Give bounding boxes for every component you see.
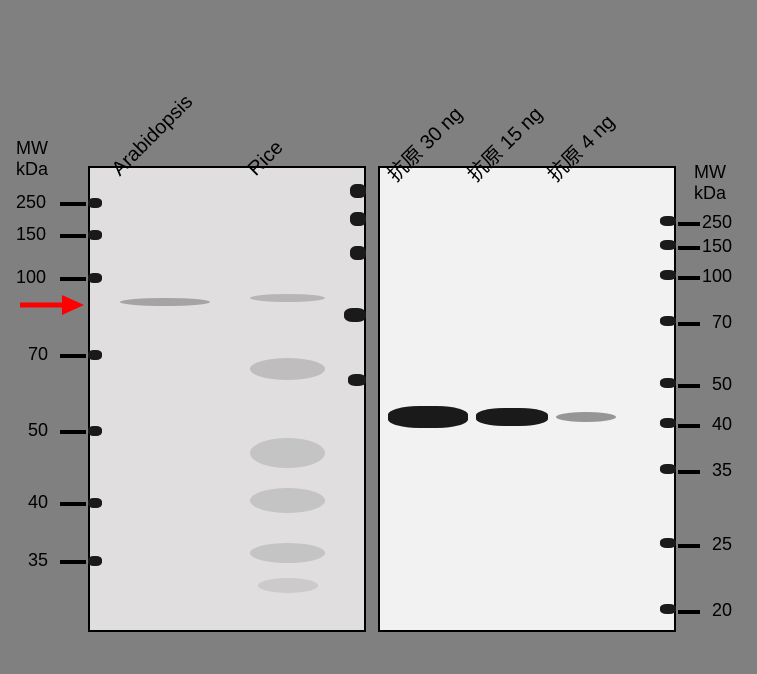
marker-band [350, 212, 366, 226]
marker-band [348, 374, 366, 386]
marker-band [660, 270, 676, 280]
marker-band [660, 216, 676, 226]
mw-tick: 150 [16, 224, 46, 245]
marker-band [350, 184, 366, 198]
marker-band [88, 350, 102, 360]
mw-tick: 20 [712, 600, 732, 621]
mw-tick: 100 [702, 266, 732, 287]
sample-band [556, 412, 616, 422]
mw-tick: 50 [712, 374, 732, 395]
tick-dash [60, 430, 86, 434]
tick-dash [678, 544, 700, 548]
sample-band [476, 408, 548, 426]
sample-band [250, 294, 325, 302]
tick-dash [678, 384, 700, 388]
marker-band [88, 230, 102, 240]
mw-tick: 25 [712, 534, 732, 555]
marker-band [660, 378, 676, 388]
tick-dash [60, 560, 86, 564]
left-blot-panel [88, 166, 366, 632]
right-blot-panel [378, 166, 676, 632]
right-mw-label: MW kDa [694, 162, 726, 204]
tick-dash [60, 277, 86, 281]
tick-dash [678, 424, 700, 428]
red-arrow-icon [18, 292, 84, 323]
mw-tick: 40 [712, 414, 732, 435]
mw-tick: 70 [712, 312, 732, 333]
mw-tick: 250 [702, 212, 732, 233]
marker-band [344, 308, 366, 322]
marker-band [88, 498, 102, 508]
sample-band [388, 406, 468, 428]
left-mw-label: MW kDa [16, 138, 48, 180]
sample-band [250, 488, 325, 513]
tick-dash [678, 222, 700, 226]
kda-text: kDa [16, 159, 48, 180]
marker-band [88, 426, 102, 436]
marker-band [660, 464, 676, 474]
tick-dash [678, 276, 700, 280]
mw-tick: 250 [16, 192, 46, 213]
mw-text: MW [694, 162, 726, 183]
mw-tick: 40 [28, 492, 48, 513]
marker-band [88, 198, 102, 208]
marker-band [88, 273, 102, 283]
mw-text: MW [16, 138, 48, 159]
tick-dash [60, 234, 86, 238]
sample-band [258, 578, 318, 593]
sample-band [120, 298, 210, 306]
tick-dash [60, 202, 86, 206]
mw-tick: 35 [712, 460, 732, 481]
marker-band [660, 538, 676, 548]
tick-dash [678, 322, 700, 326]
mw-tick: 100 [16, 267, 46, 288]
marker-band [660, 604, 676, 614]
tick-dash [678, 246, 700, 250]
sample-band [250, 358, 325, 380]
mw-tick: 50 [28, 420, 48, 441]
tick-dash [678, 610, 700, 614]
mw-tick: 150 [702, 236, 732, 257]
marker-band [660, 418, 676, 428]
marker-band [660, 240, 676, 250]
tick-dash [678, 470, 700, 474]
tick-dash [60, 354, 86, 358]
marker-band [88, 556, 102, 566]
tick-dash [60, 502, 86, 506]
sample-band [250, 438, 325, 468]
mw-tick: 35 [28, 550, 48, 571]
mw-tick: 70 [28, 344, 48, 365]
sample-band [250, 543, 325, 563]
marker-band [350, 246, 366, 260]
marker-band [660, 316, 676, 326]
kda-text: kDa [694, 183, 726, 204]
